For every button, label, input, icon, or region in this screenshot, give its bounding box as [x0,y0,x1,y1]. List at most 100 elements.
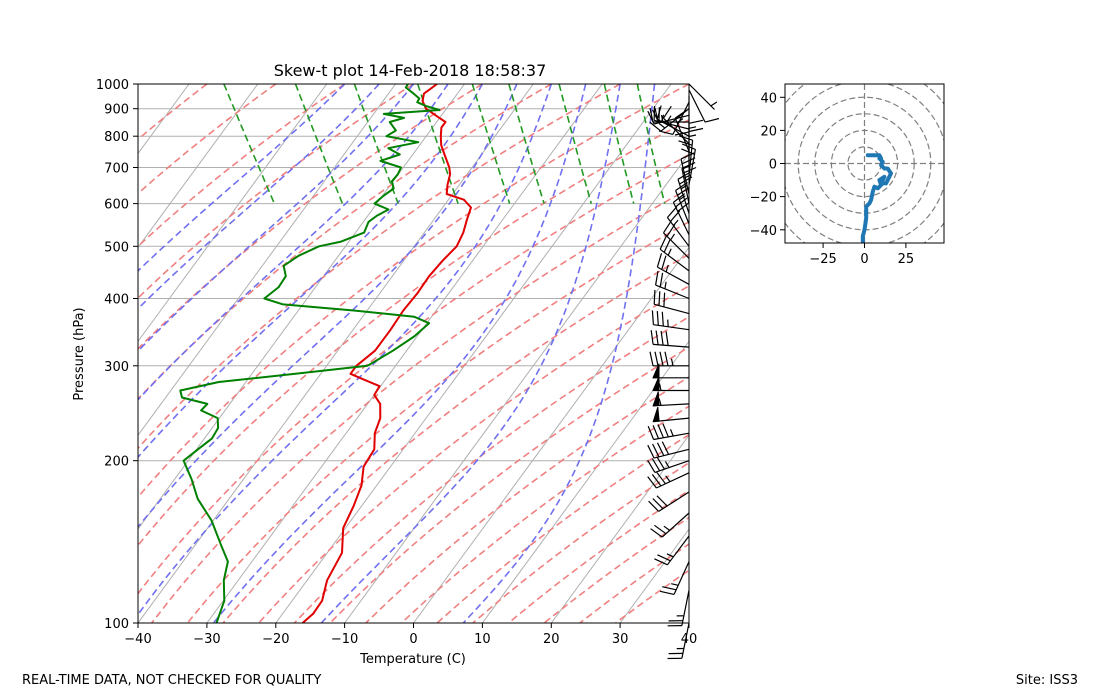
barb-full [663,292,666,307]
barb-full [666,223,676,237]
barb-full [647,425,655,440]
x-axis-label: Temperature (C) [359,652,466,667]
hodograph-line [860,153,893,243]
temperature-line [301,84,472,623]
barb-staff [659,248,690,272]
barb-staff [657,266,690,285]
barb-full [656,456,665,470]
barb-full [651,458,661,472]
barb-flag [652,363,660,379]
barb-full [653,105,656,121]
barb-full [656,105,662,120]
barb-full [679,176,693,185]
barb-full [654,558,668,566]
barb-flag [652,376,660,391]
barb-full [656,311,659,326]
barb-full [675,182,688,191]
barb-staff [681,622,690,659]
wind-barb [652,406,690,423]
wind-barbs [647,83,720,660]
wind-barb [667,622,690,660]
barb-full [681,162,696,169]
barb-half [678,195,686,201]
quality-note: REAL-TIME DATA, NOT CHECKED FOR QUALITY [22,673,322,688]
hodo-x-tick-label: 0 [860,252,868,267]
barb-half [671,583,679,586]
barb-full [657,424,664,438]
moist-adiabat-5 [138,84,449,401]
hodo-y-tick-label: −20 [750,191,777,206]
y-tick-label: 300 [104,360,129,375]
wind-barb [650,512,690,538]
barb-half [665,475,671,482]
barb-full [665,331,669,346]
barb-full [655,270,659,286]
x-tick-label: 20 [543,632,560,647]
barb-flag [652,391,660,407]
barb-full [647,444,655,459]
barb-full [651,310,654,325]
moist-adiabat-10 [138,84,484,459]
skewt-plot-area [138,84,689,623]
wind-barb [656,253,690,285]
barb-full [678,140,693,146]
wind-barb [662,220,690,259]
isotherm--20 [275,84,672,623]
barb-staff [673,561,690,595]
barb-full [656,471,666,485]
isotherm--10 [344,152,689,623]
wind-barb [659,561,690,595]
x-tick-label: −10 [331,632,358,647]
mixing-ratio-10 [508,84,545,204]
wind-barb [652,376,689,392]
barb-half [661,114,665,122]
barb-full [662,423,669,438]
isotherm--30 [206,84,603,623]
x-tick-label: 40 [681,632,698,647]
barb-full [666,206,678,218]
barb-full [653,289,656,305]
barb-full [662,220,672,234]
barb-staff [653,432,690,441]
mixing-ratio-32 [636,84,666,204]
barb-half [663,525,671,531]
barb-full [656,495,668,507]
barb-half [682,165,690,170]
wind-barb [655,270,690,300]
barb-full [664,351,669,366]
barb-full [657,554,671,562]
barb-staff [663,117,690,145]
barb-full [649,107,654,123]
barb-half [658,383,662,391]
barb-half [688,134,697,138]
barb-staff [661,512,690,538]
barb-full [656,442,665,456]
barb-staff [655,284,690,300]
barb-full [652,498,664,510]
barb-full [675,197,688,208]
barb-full [677,202,690,212]
barb-full [650,330,654,345]
mixing-ratio-24 [603,84,635,204]
barb-half [669,429,674,437]
moist-adiabat-0 [138,84,415,353]
barb-half [683,174,691,179]
barb-staff [656,472,690,489]
dry-adiabat-90 [222,253,689,623]
wind-barb [654,535,690,566]
mixing-ratio-7 [471,84,511,204]
barb-full [659,272,664,288]
x-tick-label: 30 [612,632,629,647]
barb-staff [654,303,690,315]
isotherm--100 [0,84,120,623]
y-tick-label: 600 [104,198,129,213]
wind-barb [650,330,690,348]
barb-half [658,123,666,129]
y-tick-label: 500 [104,240,129,255]
barb-full [682,166,697,174]
barb-full [662,105,672,119]
barb-full [647,476,657,489]
barb-staff [688,83,715,110]
dry-adiabat--30 [138,84,208,141]
barb-half [664,461,670,468]
